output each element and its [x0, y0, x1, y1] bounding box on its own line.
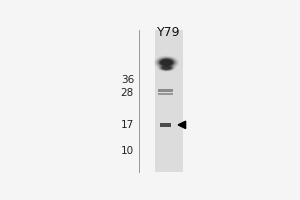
- Text: 28: 28: [121, 88, 134, 98]
- Ellipse shape: [162, 66, 171, 70]
- Ellipse shape: [157, 64, 176, 72]
- Ellipse shape: [160, 59, 173, 66]
- Ellipse shape: [159, 58, 174, 67]
- Bar: [158, 89, 173, 92]
- Text: Y79: Y79: [157, 26, 181, 39]
- Text: 36: 36: [121, 75, 134, 85]
- Bar: [160, 123, 171, 127]
- Bar: [158, 93, 173, 95]
- Ellipse shape: [158, 58, 175, 67]
- Text: 10: 10: [121, 146, 134, 156]
- Text: 17: 17: [121, 120, 134, 130]
- Ellipse shape: [156, 57, 177, 68]
- Ellipse shape: [159, 65, 174, 71]
- Ellipse shape: [158, 64, 175, 71]
- Ellipse shape: [154, 56, 179, 69]
- Ellipse shape: [161, 66, 172, 70]
- Ellipse shape: [155, 56, 178, 69]
- Bar: [155, 30, 183, 172]
- Ellipse shape: [160, 65, 173, 71]
- Polygon shape: [178, 121, 186, 129]
